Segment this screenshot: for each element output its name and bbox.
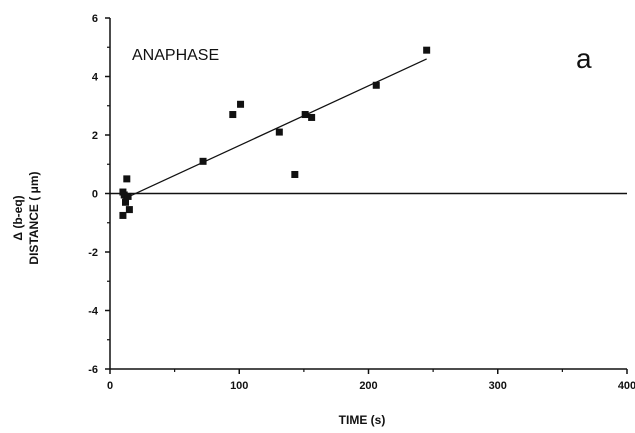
x-tick-label: 400 [618, 380, 635, 392]
data-point [308, 113, 316, 121]
panel-letter: a [576, 43, 592, 74]
data-point [275, 128, 283, 136]
data-point [125, 206, 133, 214]
ticks: 0 100 200 300 400 -6 -4 -2 0 2 4 6 [88, 13, 635, 392]
x-tick-label: 0 [107, 380, 113, 392]
data-point [119, 211, 127, 219]
data-point [123, 175, 131, 183]
x-tick-label: 300 [489, 380, 507, 392]
y-tick-label: -4 [88, 306, 99, 318]
x-tick-label: 100 [230, 380, 248, 392]
y-tick-label: -6 [88, 364, 98, 376]
y-tick-label: 6 [92, 13, 98, 25]
data-point [124, 192, 132, 200]
data-point [291, 170, 299, 178]
y-tick-label: 4 [92, 72, 99, 84]
data-point [120, 191, 128, 199]
y-axis-title-line1: Δ (b-eq) [11, 195, 25, 240]
y-tick-label: -2 [88, 247, 98, 259]
data-point [372, 81, 380, 89]
data-point [199, 157, 207, 165]
data-layer [119, 46, 431, 219]
data-point [237, 100, 245, 108]
annotation-anaphase: ANAPHASE [132, 47, 219, 64]
data-point [423, 46, 431, 54]
data-point [301, 111, 309, 119]
axes [109, 18, 627, 370]
x-tick-label: 200 [359, 380, 377, 392]
x-axis-title: TIME (s) [339, 413, 386, 427]
y-tick-label: 2 [92, 130, 98, 142]
y-tick-label: 0 [92, 189, 98, 201]
data-point [229, 111, 237, 119]
regression-line [122, 58, 427, 200]
y-axis-title-line2: DISTANCE ( μm) [27, 171, 41, 264]
data-point [122, 198, 130, 206]
